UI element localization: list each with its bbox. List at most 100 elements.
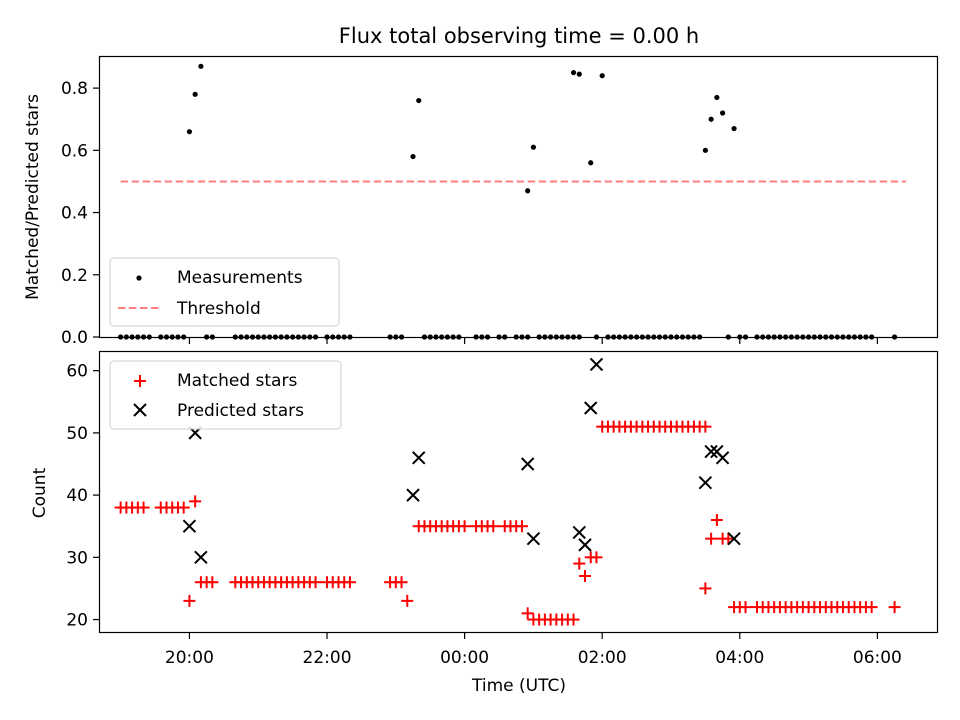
top-axes-frame — [98, 55, 939, 339]
x-tick-label: 02:00 — [578, 648, 627, 668]
top-y-tick-label: 0.8 — [61, 79, 88, 99]
matched-star-point — [865, 601, 878, 614]
measurement-point — [198, 63, 204, 69]
legend-matched-marker — [134, 375, 146, 387]
bottom-y-tick-label: 50 — [66, 424, 88, 444]
matched-star-point — [183, 594, 196, 607]
x-axis-label: Time (UTC) — [471, 676, 566, 696]
matched-star-point — [567, 613, 580, 626]
measurement-point — [714, 94, 720, 101]
legend-threshold-label: Threshold — [176, 299, 261, 319]
predicted-star-point — [526, 531, 541, 546]
top-y-tick-label: 0.0 — [61, 328, 88, 348]
measurement-point — [599, 73, 605, 79]
measurement-point — [731, 125, 737, 132]
bottom-y-tick-label: 40 — [66, 486, 88, 506]
legend-predicted-marker — [133, 403, 147, 417]
matched-star-point — [137, 501, 150, 514]
measurement-point — [416, 97, 422, 104]
predicted-star-point — [572, 525, 586, 540]
predicted-star-point — [584, 401, 598, 415]
matched-star-point — [401, 594, 414, 607]
top-panel: Matched/Predicted stars Measurements Thr… — [23, 55, 939, 340]
measurement-point — [410, 153, 416, 160]
matched-star-point — [573, 557, 586, 570]
top-y-tick-label: 0.6 — [61, 141, 88, 161]
x-tick-label: 06:00 — [853, 648, 902, 668]
top-y-tick-label: 0.4 — [61, 204, 88, 224]
top-legend-box — [109, 257, 340, 327]
predicted-star-stroke-b — [520, 457, 535, 471]
measurement-point — [708, 116, 714, 122]
predicted-star-stroke-b — [704, 444, 718, 459]
predicted-star-stroke-b — [406, 488, 420, 502]
bottom-plot-area — [114, 357, 901, 626]
matched-star-point — [343, 576, 356, 589]
predicted-star-stroke-b — [727, 531, 741, 546]
predicted-star-point — [704, 444, 718, 459]
matched-star-point — [579, 570, 592, 582]
x-tick-label: 00:00 — [440, 648, 489, 668]
measurement-point — [186, 129, 193, 135]
matched-star-point — [515, 520, 528, 533]
matched-star-point — [888, 601, 901, 614]
predicted-star-stroke-b — [584, 401, 598, 415]
x-tick-label: 04:00 — [715, 648, 764, 668]
matched-star-point — [699, 582, 712, 595]
bottom-y-tick-label: 60 — [66, 362, 88, 382]
predicted-star-point — [715, 451, 730, 465]
matched-star-point — [395, 576, 408, 589]
predicted-star-stroke-b — [698, 475, 713, 490]
legend-measurements-marker — [136, 275, 142, 281]
x-tick-label: 20:00 — [165, 648, 214, 668]
matched-star-point — [705, 532, 718, 545]
predicted-star-stroke-b — [526, 531, 541, 546]
legend-predicted-label: Predicted stars — [177, 401, 304, 421]
predicted-star-point — [727, 531, 741, 546]
bottom-y-axis-label: Count — [30, 467, 50, 518]
legend-measurements-label: Measurements — [177, 268, 303, 288]
predicted-star-point — [698, 475, 713, 490]
bottom-axes-frame — [98, 350, 939, 634]
predicted-star-stroke-b — [589, 357, 604, 372]
predicted-star-stroke-b — [578, 538, 592, 552]
measurement-point — [530, 144, 537, 150]
predicted-star-point — [182, 519, 197, 533]
measurement-point — [525, 188, 531, 194]
matched-star-point — [177, 501, 190, 514]
predicted-star-point — [406, 488, 420, 502]
x-tick-label: 22:00 — [303, 648, 352, 668]
matched-star-point — [309, 576, 322, 589]
predicted-star-point — [520, 457, 535, 471]
predicted-star-stroke-b — [715, 451, 730, 465]
top-y-tick-label: 0.2 — [61, 266, 88, 286]
bottom-y-tick-label: 30 — [66, 548, 88, 568]
predicted-star-point — [412, 451, 426, 465]
matched-star-point — [189, 495, 202, 508]
matched-star-point — [739, 601, 752, 614]
measurement-point — [576, 71, 582, 77]
predicted-star-stroke-b — [194, 550, 208, 565]
predicted-star-stroke-b — [182, 519, 197, 533]
matched-star-point — [521, 607, 534, 620]
measurement-point — [702, 147, 708, 153]
matched-star-point — [206, 576, 219, 589]
measurement-point — [719, 110, 726, 116]
matched-star-point — [487, 520, 500, 533]
top-plot-area — [118, 63, 907, 340]
predicted-star-stroke-b — [572, 525, 586, 540]
predicted-star-stroke-b — [412, 451, 426, 465]
predicted-star-point — [589, 357, 604, 372]
measurement-point — [570, 69, 577, 76]
matched-star-point — [710, 514, 723, 526]
bottom-panel: Count Matched stars Predicted stars Time… — [30, 350, 939, 696]
bottom-y-tick-label: 20 — [66, 611, 88, 631]
matched-star-point — [722, 532, 735, 545]
legend-matched-label: Matched stars — [177, 371, 297, 391]
bottom-legend: Matched stars Predicted stars — [109, 360, 342, 430]
predicted-star-point — [194, 550, 208, 565]
matched-star-point — [590, 551, 603, 564]
top-y-axis-label: Matched/Predicted stars — [23, 94, 43, 300]
